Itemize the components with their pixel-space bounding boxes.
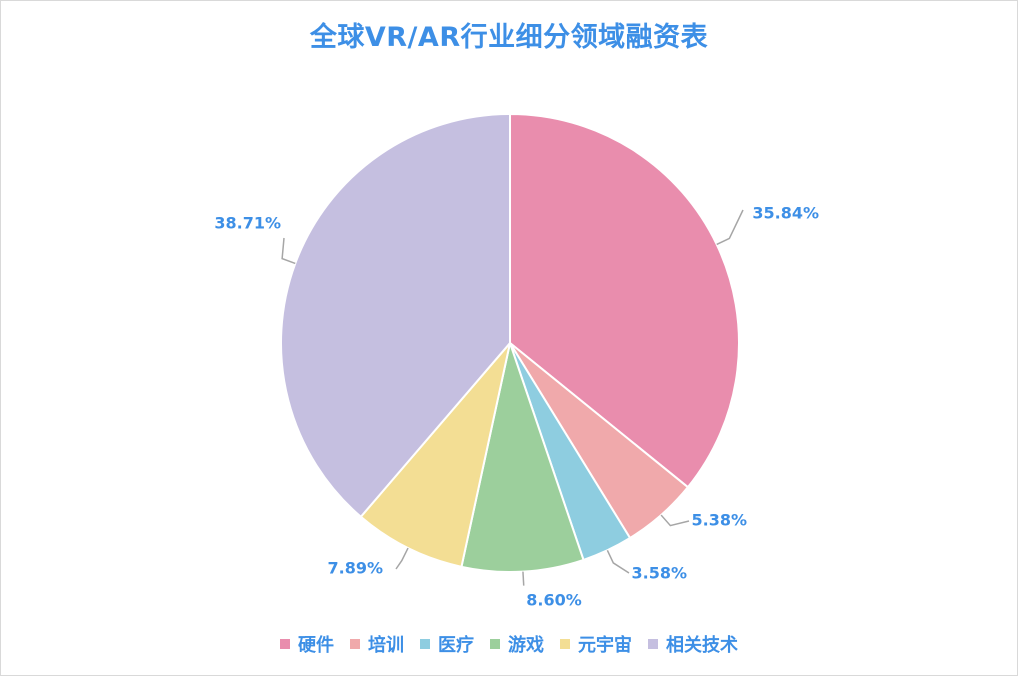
pie-slice-6 <box>280 112 511 519</box>
legend-swatch-6 <box>648 639 658 649</box>
leader-line-2 <box>660 514 690 527</box>
legend-item-3: 医疗 <box>420 631 474 657</box>
legend-label-3: 医疗 <box>438 635 474 656</box>
legend-item-2: 培训 <box>350 631 404 657</box>
chart-title: 全球VR/AR行业细分领域融资表 <box>309 22 709 53</box>
legend: 硬件 培训 医疗 游戏 元宇宙 相关技术 <box>1 631 1017 657</box>
legend-item-6: 相关技术 <box>648 631 738 657</box>
legend-label-5: 元宇宙 <box>578 635 632 656</box>
data-label-3: 3.58% <box>631 564 687 583</box>
legend-item-5: 元宇宙 <box>560 631 632 657</box>
legend-label-4: 游戏 <box>508 635 544 656</box>
leader-line-5 <box>395 547 409 570</box>
leader-line-4 <box>522 571 525 586</box>
legend-label-6: 相关技术 <box>666 635 738 656</box>
leader-line-3 <box>606 549 630 574</box>
pie-slice-1 <box>509 112 740 489</box>
data-label-6: 38.71% <box>214 214 281 233</box>
legend-swatch-3 <box>420 639 430 649</box>
data-label-2: 5.38% <box>691 511 747 530</box>
legend-swatch-1 <box>280 639 290 649</box>
legend-label-2: 培训 <box>368 635 404 656</box>
data-label-1: 35.84% <box>752 204 819 223</box>
legend-label-1: 硬件 <box>298 635 334 656</box>
legend-swatch-2 <box>350 639 360 649</box>
data-label-4: 8.60% <box>526 591 582 610</box>
leader-line-1 <box>716 209 744 246</box>
legend-item-1: 硬件 <box>280 631 334 657</box>
data-label-5: 7.89% <box>327 559 383 578</box>
pie-slice-4 <box>460 339 585 573</box>
legend-item-4: 游戏 <box>490 631 544 657</box>
leader-line-6 <box>281 237 296 265</box>
legend-swatch-4 <box>490 639 500 649</box>
legend-swatch-5 <box>560 639 570 649</box>
